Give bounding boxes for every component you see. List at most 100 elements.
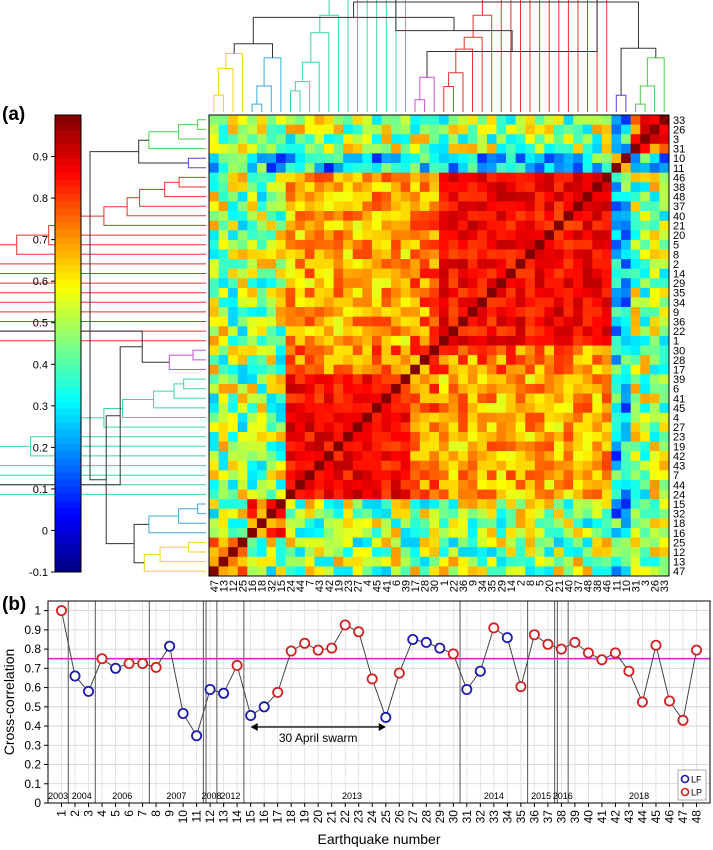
heatmap-cell <box>486 239 497 250</box>
heatmap-cell <box>419 451 430 462</box>
heatmap-cell <box>592 499 603 510</box>
heatmap-column-label: 8 <box>525 580 537 586</box>
heatmap-cell <box>285 518 296 529</box>
heatmap-cell <box>410 527 421 538</box>
heatmap-cell <box>659 383 670 394</box>
heatmap-row-label: 28 <box>673 355 685 367</box>
heatmap-cell <box>525 460 536 471</box>
heatmap-cell <box>640 220 651 231</box>
heatmap-cell <box>525 508 536 519</box>
heatmap-cell <box>611 172 622 183</box>
heatmap-cell <box>525 220 536 231</box>
heatmap-cell <box>381 326 392 337</box>
colorbar-segment <box>55 379 81 387</box>
heatmap-cell <box>477 470 488 481</box>
data-point-lp <box>123 658 135 670</box>
heatmap-cell <box>467 182 478 193</box>
heatmap-cell <box>429 383 440 394</box>
heatmap-cell <box>525 143 536 154</box>
x-tick-label: 36 <box>527 810 541 824</box>
heatmap-cell <box>592 124 603 135</box>
heatmap-cell <box>352 422 363 433</box>
heatmap-cell <box>276 326 287 337</box>
heatmap-cell <box>247 393 258 404</box>
heatmap-cell <box>563 182 574 193</box>
data-point-lf <box>434 642 446 654</box>
heatmap-cell <box>333 431 344 442</box>
x-tick-label: 24 <box>365 810 379 824</box>
heatmap-cell <box>419 556 430 567</box>
heatmap-cell <box>209 268 219 279</box>
x-tick-label: 9 <box>163 810 177 817</box>
heatmap-cell <box>410 489 421 500</box>
heatmap-cell <box>601 489 612 500</box>
heatmap-cell <box>458 537 469 548</box>
heatmap-cell <box>266 374 277 385</box>
heatmap-cell <box>506 556 517 567</box>
colorbar-segment <box>55 464 81 473</box>
year-label: 2013 <box>342 791 362 801</box>
heatmap-cell <box>448 335 459 346</box>
heatmap-row-label: 22 <box>673 326 685 338</box>
heatmap-cell <box>611 383 622 394</box>
heatmap-cell <box>419 278 430 289</box>
heatmap-cell <box>544 489 555 500</box>
heatmap-cell <box>582 345 593 356</box>
heatmap-cell <box>439 479 449 490</box>
heatmap-cell <box>554 431 564 442</box>
heatmap-cell <box>324 518 334 529</box>
heatmap-cell <box>247 134 258 145</box>
heatmap-cell <box>534 115 545 125</box>
heatmap-cell <box>314 182 325 193</box>
heatmap-cell <box>247 163 258 174</box>
heatmap-cell <box>429 191 440 202</box>
heatmap-cell <box>266 345 277 356</box>
heatmap-cell <box>467 412 478 423</box>
data-point-lp <box>393 667 405 679</box>
heatmap-cell <box>582 489 593 500</box>
heatmap-cell <box>515 259 526 270</box>
heatmap-cell <box>237 518 248 529</box>
left-dendrogram-branch <box>187 157 206 169</box>
heatmap-cell <box>247 230 258 241</box>
heatmap-cell <box>209 412 219 423</box>
heatmap-cell <box>314 355 325 366</box>
heatmap-cell <box>285 412 296 423</box>
heatmap-cell <box>324 527 334 538</box>
heatmap-cell <box>649 307 660 318</box>
heatmap-cell <box>400 316 411 327</box>
heatmap-cell <box>544 191 555 202</box>
heatmap-cell <box>333 163 344 174</box>
heatmap-cell <box>343 143 354 154</box>
colorbar-segment <box>55 264 81 273</box>
colorbar-segment <box>55 500 81 509</box>
heatmap-cell <box>544 259 555 270</box>
heatmap-cell <box>256 537 267 548</box>
heatmap-cell <box>391 412 402 423</box>
heatmap-cell <box>209 124 219 135</box>
heatmap-cell <box>534 278 545 289</box>
heatmap-cell <box>266 211 277 222</box>
heatmap-cell <box>343 508 354 519</box>
heatmap-cell <box>400 163 411 174</box>
heatmap-cell <box>525 191 536 202</box>
x-tick-label: 15 <box>244 810 258 824</box>
heatmap-cell <box>218 211 229 222</box>
heatmap-cell <box>554 335 564 346</box>
top-dendrogram-branch <box>646 57 665 112</box>
heatmap-cell <box>362 239 373 250</box>
heatmap-cell <box>649 470 660 481</box>
heatmap-cell <box>582 297 593 308</box>
heatmap-cell <box>477 479 488 490</box>
heatmap-cell <box>458 316 469 327</box>
heatmap-cell <box>515 287 526 298</box>
heatmap-cell <box>324 278 334 289</box>
heatmap-cell <box>304 211 315 222</box>
heatmap-cell <box>381 297 392 308</box>
heatmap-cell <box>352 211 363 222</box>
heatmap-row-label: 8 <box>673 249 679 261</box>
heatmap-cell <box>640 134 651 145</box>
heatmap-cell <box>621 355 632 366</box>
heatmap-cell <box>649 326 660 337</box>
heatmap-cell <box>237 431 248 442</box>
